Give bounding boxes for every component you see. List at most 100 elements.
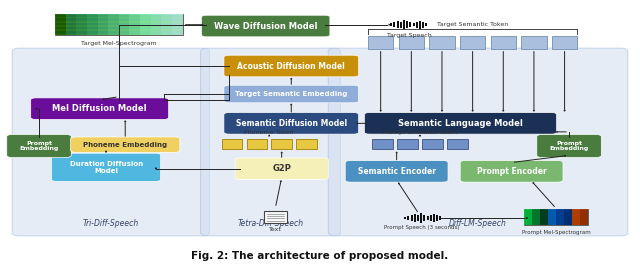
Bar bbox=[66, 14, 76, 35]
FancyBboxPatch shape bbox=[31, 98, 169, 120]
FancyBboxPatch shape bbox=[328, 48, 628, 236]
Bar bbox=[440, 216, 442, 219]
Bar bbox=[552, 36, 577, 49]
Bar bbox=[572, 209, 580, 225]
Text: Target Semantic Token: Target Semantic Token bbox=[437, 21, 508, 27]
Bar bbox=[436, 215, 438, 221]
Bar bbox=[55, 14, 66, 35]
Text: Tri-Diff-Speech: Tri-Diff-Speech bbox=[83, 219, 139, 228]
FancyBboxPatch shape bbox=[235, 158, 328, 180]
Bar bbox=[399, 36, 424, 49]
Text: Prompt Semantic Token: Prompt Semantic Token bbox=[383, 130, 457, 135]
Bar bbox=[413, 23, 415, 26]
Bar bbox=[426, 23, 428, 26]
Bar bbox=[416, 22, 418, 28]
Text: Wave Diffusion Model: Wave Diffusion Model bbox=[214, 21, 317, 31]
Bar bbox=[119, 14, 129, 35]
Bar bbox=[540, 209, 548, 225]
Bar bbox=[447, 139, 467, 149]
Bar bbox=[246, 139, 267, 149]
Text: Mel Diffusion Model: Mel Diffusion Model bbox=[52, 104, 147, 113]
Bar bbox=[564, 209, 572, 225]
Bar bbox=[406, 21, 408, 28]
Bar bbox=[97, 14, 108, 35]
Bar bbox=[172, 14, 182, 35]
Text: Phoneme Token: Phoneme Token bbox=[244, 130, 294, 135]
Bar bbox=[55, 25, 182, 27]
Bar bbox=[55, 21, 182, 23]
Text: Prompt
Embedding: Prompt Embedding bbox=[19, 141, 59, 151]
Text: Prompt
Embedding: Prompt Embedding bbox=[549, 141, 589, 151]
Text: Target Semantic Embedding: Target Semantic Embedding bbox=[235, 91, 348, 97]
FancyBboxPatch shape bbox=[224, 55, 358, 77]
Text: Semantic Language Model: Semantic Language Model bbox=[398, 119, 523, 128]
Text: Fig. 2: The architecture of proposed model.: Fig. 2: The architecture of proposed mod… bbox=[191, 251, 449, 261]
FancyBboxPatch shape bbox=[264, 211, 287, 223]
Bar bbox=[55, 34, 182, 35]
Bar bbox=[403, 20, 405, 29]
Bar bbox=[420, 213, 422, 222]
Bar bbox=[424, 214, 426, 221]
Bar bbox=[372, 139, 393, 149]
FancyBboxPatch shape bbox=[202, 15, 330, 37]
Bar bbox=[429, 36, 455, 49]
Bar bbox=[430, 215, 432, 221]
Bar bbox=[460, 36, 485, 49]
Bar bbox=[400, 22, 402, 28]
Text: Target Speech: Target Speech bbox=[387, 33, 432, 38]
Bar bbox=[548, 209, 556, 225]
Bar bbox=[422, 22, 424, 28]
Bar bbox=[271, 139, 292, 149]
FancyBboxPatch shape bbox=[224, 85, 358, 103]
FancyBboxPatch shape bbox=[364, 113, 557, 134]
Bar bbox=[521, 36, 547, 49]
Bar bbox=[422, 139, 443, 149]
Text: Tetra-Diff-Speech: Tetra-Diff-Speech bbox=[237, 219, 303, 228]
Text: Diff-LM-Speech: Diff-LM-Speech bbox=[449, 219, 507, 228]
Bar bbox=[524, 209, 532, 225]
Bar bbox=[397, 21, 399, 28]
Bar bbox=[532, 209, 540, 225]
Bar bbox=[390, 23, 392, 26]
Bar bbox=[108, 14, 119, 35]
Bar bbox=[490, 36, 516, 49]
Bar bbox=[55, 14, 182, 35]
Text: Phoneme Embedding: Phoneme Embedding bbox=[83, 142, 167, 148]
Bar bbox=[433, 214, 435, 222]
Bar bbox=[427, 216, 429, 220]
Bar bbox=[411, 215, 413, 221]
Text: Text: Text bbox=[269, 226, 282, 232]
Text: Prompt Mel-Spectrogram: Prompt Mel-Spectrogram bbox=[522, 230, 591, 235]
FancyBboxPatch shape bbox=[224, 113, 358, 134]
Text: G2P: G2P bbox=[272, 164, 291, 173]
Bar bbox=[419, 21, 421, 29]
FancyBboxPatch shape bbox=[345, 161, 448, 182]
FancyBboxPatch shape bbox=[51, 153, 161, 181]
Text: Prompt Encoder: Prompt Encoder bbox=[477, 167, 547, 176]
Bar bbox=[221, 139, 242, 149]
Bar bbox=[394, 22, 396, 27]
Bar bbox=[140, 14, 151, 35]
FancyBboxPatch shape bbox=[12, 48, 209, 236]
FancyBboxPatch shape bbox=[70, 137, 180, 152]
Text: Semantic Encoder: Semantic Encoder bbox=[358, 167, 436, 176]
Bar bbox=[296, 139, 317, 149]
Bar bbox=[161, 14, 172, 35]
Text: Duration Diffusion
Model: Duration Diffusion Model bbox=[70, 161, 143, 174]
Bar bbox=[55, 29, 182, 31]
Bar bbox=[129, 14, 140, 35]
Bar bbox=[368, 36, 394, 49]
Text: Acoustic Diffusion Model: Acoustic Diffusion Model bbox=[237, 62, 345, 70]
FancyBboxPatch shape bbox=[7, 135, 71, 158]
Bar bbox=[408, 216, 410, 220]
Text: Semantic Diffusion Model: Semantic Diffusion Model bbox=[236, 119, 347, 128]
Bar bbox=[556, 209, 564, 225]
Bar bbox=[417, 215, 419, 221]
FancyBboxPatch shape bbox=[200, 48, 340, 236]
FancyBboxPatch shape bbox=[460, 161, 563, 182]
Bar bbox=[404, 217, 406, 219]
FancyBboxPatch shape bbox=[537, 135, 602, 158]
Text: Prompt Speech (3 seconds): Prompt Speech (3 seconds) bbox=[385, 225, 460, 230]
Bar bbox=[151, 14, 161, 35]
Bar bbox=[410, 22, 412, 27]
